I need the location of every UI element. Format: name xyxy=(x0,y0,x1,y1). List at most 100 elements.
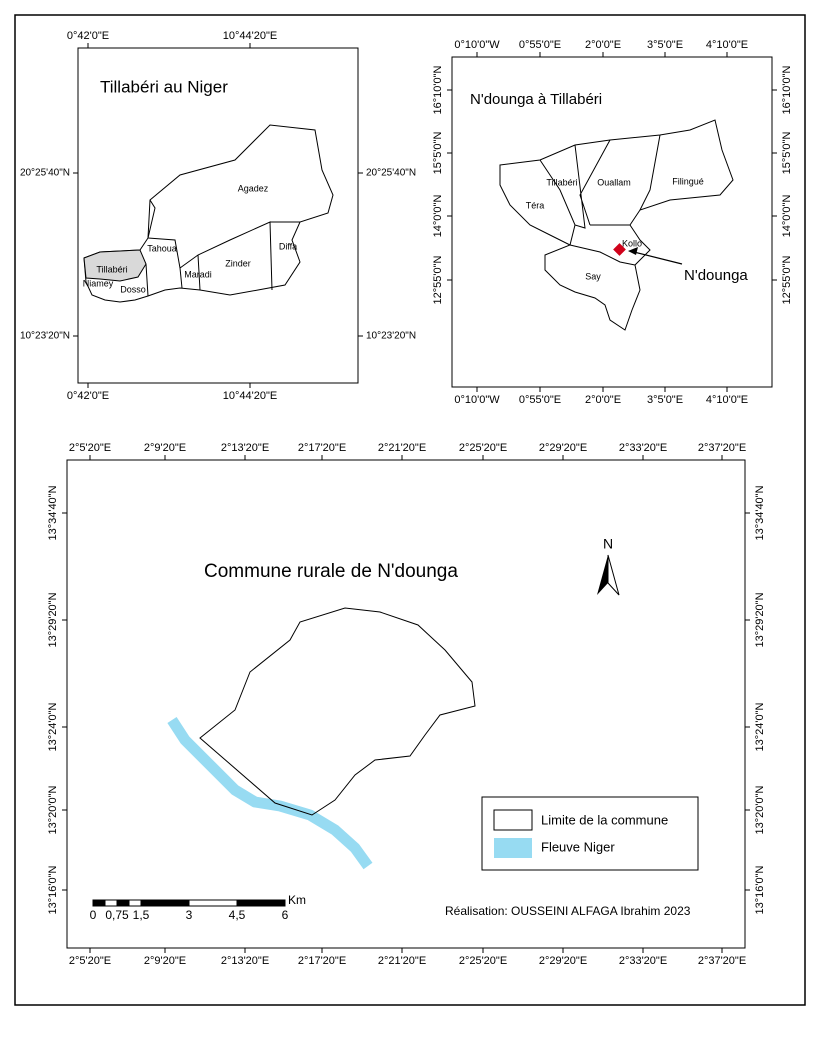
tillaberi-region xyxy=(83,249,147,282)
x-tick-label: 3°5'0"E xyxy=(647,394,683,406)
scale-label: 3 xyxy=(186,908,193,922)
scale-segment xyxy=(92,899,106,907)
y-tick-label: 10°23'20"N xyxy=(366,331,416,342)
x-tick-label: 2°0'0"E xyxy=(585,394,621,406)
y-tick-label: 12°55'0"N xyxy=(781,255,793,304)
map3-frame xyxy=(66,459,746,949)
x-tick-label: 2°29'20"E xyxy=(539,955,587,967)
y-tick-label: 13°34'40"N xyxy=(47,485,59,540)
x-tick-label: 2°33'20"E xyxy=(619,442,667,454)
scale-label: 4,5 xyxy=(229,908,246,922)
scale-label: 0 xyxy=(90,908,97,922)
legend-label: Limite de la commune xyxy=(541,812,668,827)
x-tick-label: 2°13'20"E xyxy=(221,442,269,454)
north-arrow-right xyxy=(607,554,620,596)
x-tick-label: 4°10'0"E xyxy=(706,39,748,51)
legend-swatch-boundary xyxy=(493,809,533,831)
region-label: Filingué xyxy=(672,176,704,186)
x-tick-label: 2°33'20"E xyxy=(619,955,667,967)
y-tick-label: 13°24'0"N xyxy=(47,702,59,751)
x-tick-label: 10°44'20"E xyxy=(223,30,277,42)
tillaberi-outline xyxy=(499,119,734,331)
y-tick-label: 13°16'0"N xyxy=(47,865,59,914)
y-tick-label: 14°0'0"N xyxy=(432,195,444,238)
region-label: Maradi xyxy=(184,269,212,279)
region-label: Niamey xyxy=(83,278,114,288)
legend-box xyxy=(481,796,699,871)
x-tick-label: 2°37'20"E xyxy=(698,955,746,967)
x-tick-label: 2°5'20"E xyxy=(69,955,111,967)
x-tick-label: 2°13'20"E xyxy=(221,955,269,967)
region-label: Zinder xyxy=(225,258,251,268)
y-tick-label: 13°16'0"N xyxy=(754,865,766,914)
x-tick-label: 2°0'0"E xyxy=(585,39,621,51)
region-label: Tahoua xyxy=(147,243,177,253)
region-label: Ouallam xyxy=(597,177,631,187)
y-tick-label: 13°29'20"N xyxy=(47,592,59,647)
y-tick-label: 15°5'0"N xyxy=(781,132,793,175)
region-label: Tillabéri xyxy=(96,264,127,274)
scale-label: 1,5 xyxy=(133,908,150,922)
x-tick-label: 0°42'0"E xyxy=(67,30,109,42)
y-tick-label: 13°24'0"N xyxy=(754,702,766,751)
legend-label: Fleuve Niger xyxy=(541,839,615,854)
y-tick-label: 16°10'0"N xyxy=(432,65,444,114)
x-tick-label: 2°37'20"E xyxy=(698,442,746,454)
y-tick-label: 10°23'20"N xyxy=(20,331,70,342)
department-borders xyxy=(539,134,661,266)
scale-unit: Km xyxy=(288,893,306,907)
x-tick-label: 0°10'0"W xyxy=(454,39,500,51)
y-tick-label: 13°20'0"N xyxy=(754,785,766,834)
region-label: Agadez xyxy=(238,183,269,193)
x-tick-label: 2°21'20"E xyxy=(378,955,426,967)
x-tick-label: 2°25'20"E xyxy=(459,442,507,454)
scale-segment xyxy=(116,899,130,907)
scale-segment xyxy=(140,899,190,907)
north-arrow-left xyxy=(597,555,608,595)
y-tick-label: 20°25'40"N xyxy=(20,168,70,179)
map3-title: Commune rurale de N'dounga xyxy=(204,561,458,582)
y-tick-label: 20°25'40"N xyxy=(366,168,416,179)
north-label: N xyxy=(603,536,613,552)
map2-frame xyxy=(451,56,773,388)
scale-label: 6 xyxy=(282,908,289,922)
credit: Réalisation: OUSSEINI ALFAGA Ibrahim 202… xyxy=(445,904,691,918)
map1-frame xyxy=(77,47,359,384)
scale-segment xyxy=(236,899,286,907)
x-tick-label: 0°42'0"E xyxy=(67,390,109,402)
region-label: Dosso xyxy=(120,284,146,294)
y-tick-label: 15°5'0"N xyxy=(432,132,444,175)
map1-title: Tillabéri au Niger xyxy=(100,77,228,96)
pointer-label: N'dounga xyxy=(684,267,748,284)
pointer-arrow xyxy=(633,251,683,265)
region-label: Tillabéri xyxy=(546,177,577,187)
scale-segment xyxy=(188,899,238,907)
outer-border xyxy=(14,14,806,1006)
scale-segment xyxy=(104,899,118,907)
x-tick-label: 3°5'0"E xyxy=(647,39,683,51)
x-tick-label: 0°55'0"E xyxy=(519,39,561,51)
region-label: Diffa xyxy=(279,241,297,251)
scale-label: 0,75 xyxy=(105,908,129,922)
region-label: Kollo xyxy=(622,238,642,248)
map2-title: N'dounga à Tillabéri xyxy=(470,91,602,108)
x-tick-label: 2°25'20"E xyxy=(459,955,507,967)
x-tick-label: 2°17'20"E xyxy=(298,955,346,967)
x-tick-label: 4°10'0"E xyxy=(706,394,748,406)
x-tick-label: 2°9'20"E xyxy=(144,442,186,454)
y-tick-label: 13°29'20"N xyxy=(754,592,766,647)
y-tick-label: 12°55'0"N xyxy=(432,255,444,304)
x-tick-label: 2°17'20"E xyxy=(298,442,346,454)
river-niger xyxy=(167,717,373,870)
y-tick-label: 13°34'40"N xyxy=(754,485,766,540)
arrow-head xyxy=(628,247,638,255)
x-tick-label: 2°29'20"E xyxy=(539,442,587,454)
x-tick-label: 10°44'20"E xyxy=(223,390,277,402)
x-tick-label: 2°9'20"E xyxy=(144,955,186,967)
commune-boundary xyxy=(199,607,476,816)
legend-swatch-river xyxy=(494,838,532,858)
x-tick-label: 2°21'20"E xyxy=(378,442,426,454)
region-borders xyxy=(145,199,300,297)
y-tick-label: 14°0'0"N xyxy=(781,195,793,238)
